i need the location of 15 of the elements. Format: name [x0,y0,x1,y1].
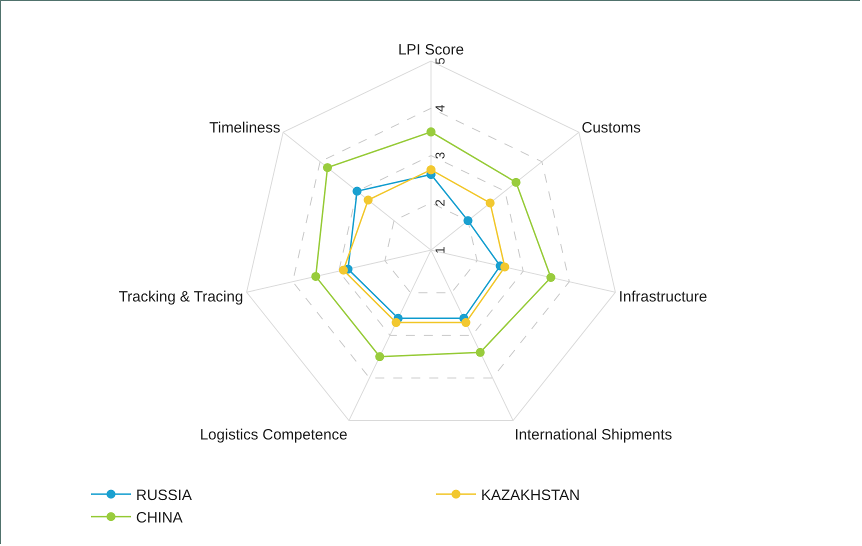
legend-label: KAZAKHSTAN [481,486,580,504]
y-tick-label: 1 [432,246,448,254]
y-tick-label: 3 [432,152,448,160]
legend-label: CHINA [136,509,183,526]
legend-label: RUSSIA [136,486,192,504]
y-tick-label: 4 [432,104,448,112]
spoke-label: International Shipments [514,426,672,444]
spoke-label: Customs [582,119,641,136]
spoke-label: Timeliness [209,119,280,136]
y-tick-label: 2 [432,199,448,206]
y-tick-label: 5 [432,57,448,65]
spoke-label: Logistics Competence [200,426,348,444]
spoke-label: Infrastructure [618,288,708,306]
spoke-label: Tracking & Tracing [118,288,244,306]
spoke-label: LPI Score [398,42,464,58]
